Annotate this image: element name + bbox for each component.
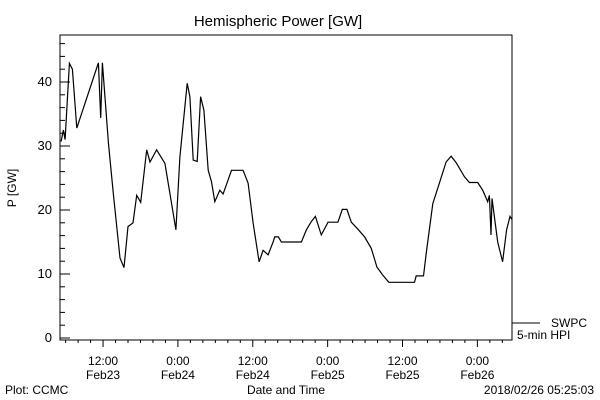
x-tick-date-label: Feb23 bbox=[86, 368, 120, 382]
legend-label-hpi: 5-min HPI bbox=[517, 328, 570, 342]
x-tick-date-label: Feb25 bbox=[311, 368, 345, 382]
footer-plot-source: Plot: CCMC bbox=[5, 383, 69, 397]
x-tick-time-label: 0:00 bbox=[166, 354, 190, 368]
series-lines bbox=[60, 61, 513, 283]
x-axis-ticks: 12:00Feb230:00Feb2412:00Feb240:00Feb2512… bbox=[65, 340, 503, 382]
y-tick-label: 10 bbox=[38, 266, 52, 281]
x-tick-time-label: 0:00 bbox=[466, 354, 490, 368]
y-tick-label: 0 bbox=[45, 330, 52, 345]
legend: SWPC 5-min HPI bbox=[512, 316, 587, 342]
y-tick-label: 30 bbox=[38, 138, 52, 153]
x-tick-date-label: Feb24 bbox=[236, 368, 270, 382]
chart-title: Hemispheric Power [GW] bbox=[194, 13, 362, 30]
x-tick-date-label: Feb24 bbox=[161, 368, 195, 382]
legend-label-swpc: SWPC bbox=[551, 316, 587, 330]
y-axis-label: P [GW] bbox=[5, 169, 19, 207]
x-tick-time-label: 12:00 bbox=[238, 354, 268, 368]
x-tick-time-label: 12:00 bbox=[88, 354, 118, 368]
x-tick-time-label: 0:00 bbox=[316, 354, 340, 368]
y-tick-label: 40 bbox=[38, 74, 52, 89]
x-tick-time-label: 12:00 bbox=[387, 354, 417, 368]
series-line-hpi bbox=[60, 61, 513, 283]
y-tick-label: 20 bbox=[38, 202, 52, 217]
footer-timestamp: 2018/02/26 05:25:03 bbox=[484, 383, 594, 397]
y-axis-ticks: 0 10 20 30 40 bbox=[38, 43, 70, 345]
x-tick-date-label: Feb25 bbox=[385, 368, 419, 382]
x-tick-date-label: Feb26 bbox=[460, 368, 494, 382]
plot-frame bbox=[59, 34, 513, 341]
x-axis-label: Date and Time bbox=[247, 383, 325, 397]
